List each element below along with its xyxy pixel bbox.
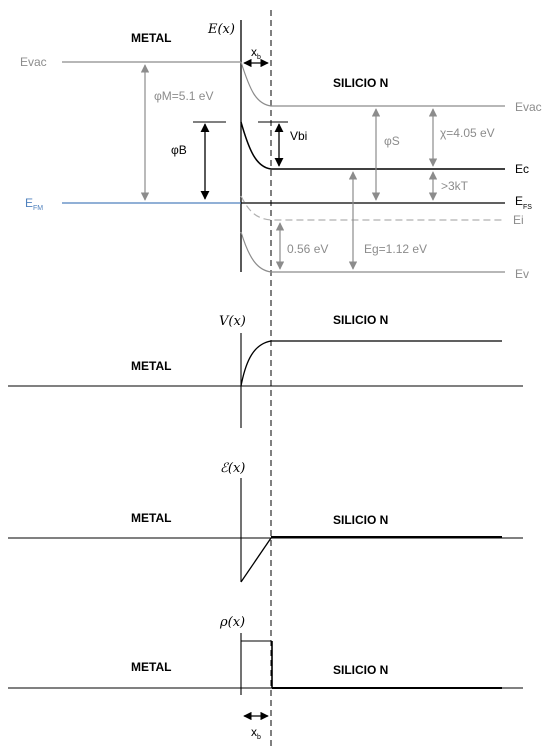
charge-metal-label: METAL	[131, 660, 171, 674]
fermi-metal-label: EFM	[25, 196, 43, 212]
potential-curve	[240, 340, 502, 387]
potential-panel: V(x) METAL SILICIO N	[8, 313, 523, 428]
potential-axis-label: V(x)	[219, 314, 246, 329]
phi-s-label: φS	[384, 134, 400, 148]
evac-right-label: Evac	[515, 100, 542, 114]
metal-label: METAL	[131, 31, 171, 45]
charge-axis-label: ρ(x)	[219, 615, 245, 630]
ec-ef-label: >3kT	[441, 179, 469, 193]
fermi-semi-label: EFS	[515, 194, 532, 211]
phi-b-label: φB	[171, 143, 187, 157]
ev-label: Ev	[515, 267, 529, 281]
field-panel: ℰ(x) METAL SILICIO N	[8, 461, 523, 583]
ei-ev-label: 0.56 eV	[287, 242, 328, 256]
field-semiconductor-label: SILICIO N	[333, 513, 388, 527]
charge-panel: ρ(x) METAL SILICIO N xb	[8, 615, 523, 741]
charge-semiconductor-label: SILICIO N	[333, 663, 388, 677]
vbi-label: Vbi	[290, 129, 307, 143]
xb-label: xb	[251, 45, 261, 61]
field-curve	[240, 537, 272, 583]
evac-left-label: Evac	[20, 55, 47, 69]
ev-line	[240, 231, 505, 273]
xb-bottom-label: xb	[251, 725, 261, 741]
chi-label: χ=4.05 eV	[440, 126, 495, 140]
energy-band-panel: E(x) METAL SILICIO N xb Evac Evac Ec EFM…	[20, 10, 542, 747]
field-axis-label: ℰ(x)	[220, 461, 245, 476]
ec-line	[240, 121, 505, 170]
ec-label: Ec	[515, 162, 529, 176]
ei-label: Ei	[513, 213, 524, 227]
potential-metal-label: METAL	[131, 359, 171, 373]
eg-label: Eg=1.12 eV	[364, 242, 427, 256]
semiconductor-label: SILICIO N	[333, 76, 388, 90]
ei-line	[240, 195, 505, 221]
field-metal-label: METAL	[131, 511, 171, 525]
evac-semi-line	[240, 61, 505, 107]
potential-semiconductor-label: SILICIO N	[333, 313, 388, 327]
energy-axis-label: E(x)	[207, 22, 235, 37]
phi-m-label: φM=5.1 eV	[154, 89, 213, 103]
